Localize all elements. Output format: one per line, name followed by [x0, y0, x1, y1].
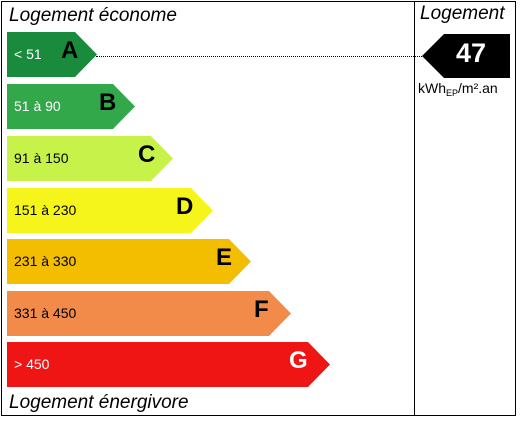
label-dwelling: Logement — [420, 3, 505, 24]
arrow-shape — [7, 32, 97, 77]
energy-value: 47 — [455, 38, 487, 68]
class-letter: E — [216, 244, 233, 271]
class-range: 151 à 230 — [14, 202, 77, 218]
value-indicator-arrow — [422, 34, 510, 78]
arrow-shape — [7, 239, 251, 284]
class-letter: A — [61, 37, 79, 64]
class-arrow-a: < 51 A — [7, 32, 97, 77]
class-letter: D — [176, 193, 194, 220]
class-letter: G — [289, 347, 308, 374]
class-range: 331 à 450 — [14, 305, 77, 321]
unit-tail: /m².an — [458, 80, 498, 96]
unit-main: kWh — [418, 80, 446, 96]
class-arrow-g: > 450 G — [7, 342, 330, 387]
class-range: > 450 — [14, 356, 50, 372]
energy-unit: kWhEP/m².an — [418, 80, 498, 98]
column-divider — [414, 1, 415, 416]
class-letter: C — [138, 141, 156, 168]
class-arrow-c: 91 à 150 C — [7, 136, 173, 181]
class-range: < 51 — [14, 46, 42, 62]
arrow-shape — [7, 188, 213, 233]
class-arrow-f: 331 à 450 F — [7, 291, 291, 336]
class-letter: B — [99, 89, 117, 116]
class-letter: F — [254, 296, 269, 323]
outer-border — [1, 1, 516, 416]
class-range: 91 à 150 — [14, 150, 69, 166]
class-range: 231 à 330 — [14, 253, 77, 269]
arrow-shape — [7, 342, 330, 387]
class-arrow-b: 51 à 90 B — [7, 84, 135, 129]
class-arrow-e: 231 à 330 E — [7, 239, 251, 284]
arrow-shape — [7, 84, 135, 129]
label-energy-intensive: Logement énergivore — [9, 392, 189, 413]
class-range: 51 à 90 — [14, 98, 61, 114]
indicator-dotted-line — [96, 56, 422, 57]
unit-subscript: EP — [446, 88, 459, 98]
arrow-shape — [7, 291, 291, 336]
arrow-shape — [7, 136, 173, 181]
label-economic: Logement économe — [9, 5, 177, 26]
class-arrow-d: 151 à 230 D — [7, 188, 213, 233]
